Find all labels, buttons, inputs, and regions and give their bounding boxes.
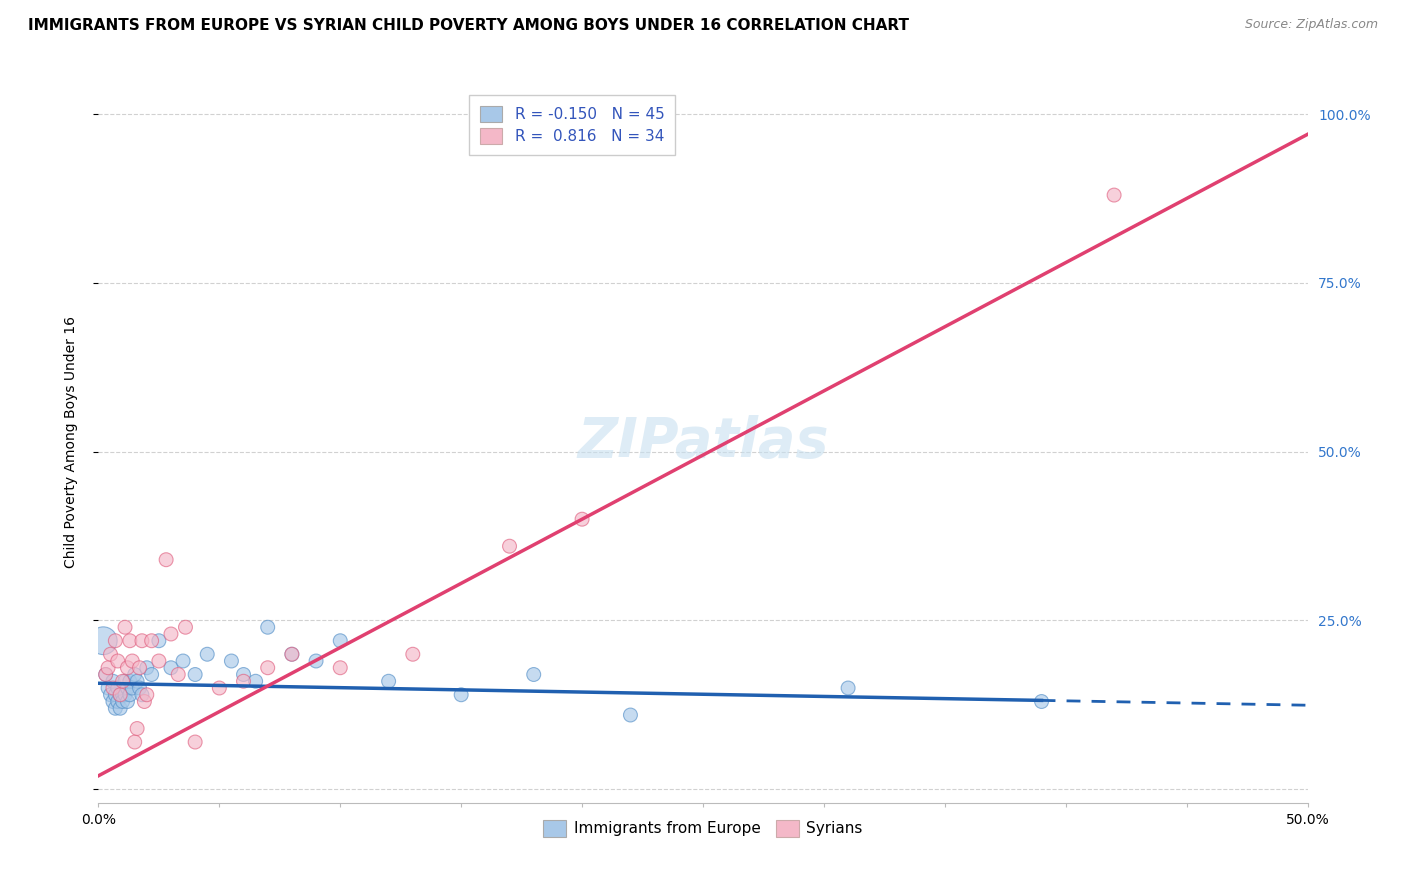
Point xyxy=(155,552,177,566)
Point xyxy=(329,633,352,648)
Point xyxy=(402,647,425,661)
Point xyxy=(523,667,546,681)
Point xyxy=(305,654,328,668)
Point xyxy=(174,620,197,634)
Point xyxy=(141,667,163,681)
Point xyxy=(160,627,183,641)
Point xyxy=(377,674,399,689)
Point xyxy=(329,661,352,675)
Point xyxy=(281,647,304,661)
Point xyxy=(108,688,131,702)
Point xyxy=(256,620,278,634)
Point xyxy=(94,667,117,681)
Point xyxy=(160,661,183,675)
Point xyxy=(100,688,122,702)
Point xyxy=(141,633,163,648)
Point xyxy=(107,654,129,668)
Point xyxy=(498,539,520,553)
Point xyxy=(107,681,129,695)
Point xyxy=(97,681,120,695)
Point xyxy=(167,667,190,681)
Point xyxy=(100,647,122,661)
Point xyxy=(117,681,139,695)
Point xyxy=(114,620,136,634)
Point xyxy=(128,681,150,695)
Point xyxy=(127,722,149,736)
Point xyxy=(135,661,157,675)
Point xyxy=(114,688,136,702)
Point xyxy=(108,701,131,715)
Point xyxy=(221,654,243,668)
Point xyxy=(101,674,124,689)
Point xyxy=(232,667,254,681)
Point xyxy=(124,735,146,749)
Point xyxy=(837,681,859,695)
Point xyxy=(195,647,218,661)
Point xyxy=(94,667,117,681)
Legend: Immigrants from Europe, Syrians: Immigrants from Europe, Syrians xyxy=(534,811,872,846)
Point xyxy=(107,694,129,708)
Point xyxy=(104,633,127,648)
Text: IMMIGRANTS FROM EUROPE VS SYRIAN CHILD POVERTY AMONG BOYS UNDER 16 CORRELATION C: IMMIGRANTS FROM EUROPE VS SYRIAN CHILD P… xyxy=(28,18,910,33)
Point xyxy=(114,674,136,689)
Point xyxy=(148,654,170,668)
Point xyxy=(111,674,134,689)
Point xyxy=(117,661,139,675)
Point xyxy=(1102,188,1125,202)
Point xyxy=(148,633,170,648)
Point xyxy=(256,661,278,675)
Point xyxy=(131,688,153,702)
Point xyxy=(97,661,120,675)
Point xyxy=(108,688,131,702)
Point xyxy=(104,701,127,715)
Point xyxy=(450,688,472,702)
Point xyxy=(101,694,124,708)
Point xyxy=(128,661,150,675)
Y-axis label: Child Poverty Among Boys Under 16: Child Poverty Among Boys Under 16 xyxy=(63,316,77,567)
Point xyxy=(1031,694,1053,708)
Point xyxy=(118,674,141,689)
Point xyxy=(172,654,194,668)
Point xyxy=(118,688,141,702)
Point xyxy=(121,681,143,695)
Point xyxy=(117,694,139,708)
Point xyxy=(131,633,153,648)
Point xyxy=(124,667,146,681)
Point xyxy=(127,674,149,689)
Point xyxy=(111,688,134,702)
Text: Source: ZipAtlas.com: Source: ZipAtlas.com xyxy=(1244,18,1378,31)
Point xyxy=(118,633,141,648)
Point xyxy=(121,654,143,668)
Point xyxy=(184,667,207,681)
Point xyxy=(91,633,114,648)
Point xyxy=(619,708,641,723)
Point xyxy=(101,681,124,695)
Text: ZIPatlas: ZIPatlas xyxy=(578,415,828,468)
Point xyxy=(232,674,254,689)
Point xyxy=(208,681,231,695)
Point xyxy=(281,647,304,661)
Point xyxy=(134,694,156,708)
Point xyxy=(184,735,207,749)
Point xyxy=(135,688,157,702)
Point xyxy=(104,688,127,702)
Point xyxy=(571,512,593,526)
Point xyxy=(111,694,134,708)
Point xyxy=(245,674,267,689)
